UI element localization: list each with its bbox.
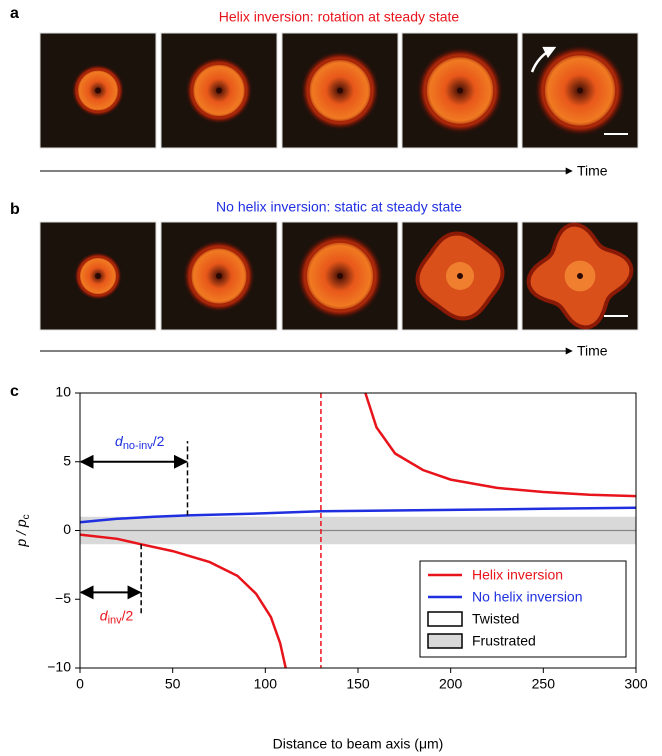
x-axis-label: Distance to beam axis (μm) <box>273 736 444 752</box>
annotation-subscript: inv <box>108 614 123 626</box>
panel-title: No helix inversion: static at steady sta… <box>216 199 462 215</box>
sample-center <box>216 87 222 94</box>
panel-title: Helix inversion: rotation at steady stat… <box>219 9 460 25</box>
sample-ring <box>304 240 376 312</box>
sample-ring <box>76 68 120 113</box>
chart: 0 50 100 150 200 250 300−10−50510dno-inv/2dinv… <box>13 384 648 752</box>
y-axis-label: p / pc <box>13 514 32 547</box>
panel-label: b <box>10 201 20 218</box>
series-line <box>79 392 637 669</box>
sample-center <box>216 273 222 279</box>
y-tick-label: −10 <box>47 659 71 675</box>
sample-ring <box>542 53 618 128</box>
y-tick-label: 5 <box>63 452 71 468</box>
panel-label: a <box>10 5 19 22</box>
legend-label: Helix inversion <box>472 567 563 583</box>
image-row <box>39 32 639 149</box>
annotation-subscript: no-inv <box>123 440 153 452</box>
plot-frame <box>79 392 637 669</box>
x-tick-label: 50 <box>165 676 181 692</box>
annotation-suffix: /2 <box>153 432 165 448</box>
sample-center <box>95 87 101 94</box>
x-tick-label: 200 <box>439 676 463 692</box>
x-tick-label: 100 <box>254 676 278 692</box>
legend-label: No helix inversion <box>472 589 583 605</box>
legend-swatch <box>427 633 463 649</box>
legend-label: Twisted <box>472 611 519 627</box>
image-row <box>39 221 639 331</box>
y-tick-label: −5 <box>55 590 71 606</box>
annotation-symbol: d <box>100 607 109 623</box>
x-tick-label: 150 <box>346 676 370 692</box>
sample-ring <box>189 246 249 306</box>
sample-center <box>577 273 583 279</box>
legend-label: Frustrated <box>472 633 536 649</box>
y-axis-label-text: p / p <box>13 519 29 547</box>
series-line <box>79 506 637 524</box>
x-tick-label: 300 <box>624 676 648 692</box>
y-axis-label-sub: c <box>21 514 32 519</box>
annotation: dinv/2 <box>100 607 134 626</box>
annotation-symbol: d <box>115 432 124 448</box>
sample-ring <box>424 55 496 126</box>
legend-swatch <box>427 611 463 627</box>
time-label: Time <box>577 163 608 179</box>
y-tick-label: 10 <box>55 384 71 400</box>
sample-center <box>337 273 343 279</box>
annotation: dno-inv/2 <box>115 432 165 451</box>
x-tick-label: 250 <box>532 676 556 692</box>
time-label: Time <box>577 343 608 359</box>
sample-center <box>457 87 463 94</box>
sample-center <box>95 273 101 279</box>
sample-ring <box>307 58 373 123</box>
annotation-suffix: /2 <box>122 607 134 623</box>
sample-center <box>457 273 463 279</box>
sample-ring <box>78 256 118 296</box>
y-tick-label: 0 <box>63 521 71 537</box>
sample-center <box>577 87 583 94</box>
rotation-arrow <box>530 46 557 73</box>
sample-ring <box>191 62 247 119</box>
panel-label: c <box>10 383 19 400</box>
sample-center <box>337 87 343 94</box>
x-tick-label: 0 <box>76 676 84 692</box>
